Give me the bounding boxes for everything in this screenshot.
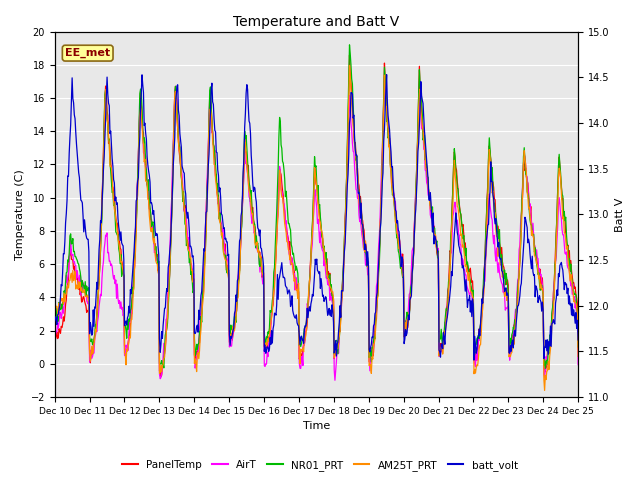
Y-axis label: Batt V: Batt V (615, 197, 625, 231)
Text: EE_met: EE_met (65, 48, 110, 58)
Legend: PanelTemp, AirT, NR01_PRT, AM25T_PRT, batt_volt: PanelTemp, AirT, NR01_PRT, AM25T_PRT, ba… (118, 456, 522, 475)
Y-axis label: Temperature (C): Temperature (C) (15, 169, 25, 260)
X-axis label: Time: Time (303, 421, 330, 432)
Title: Temperature and Batt V: Temperature and Batt V (233, 15, 399, 29)
